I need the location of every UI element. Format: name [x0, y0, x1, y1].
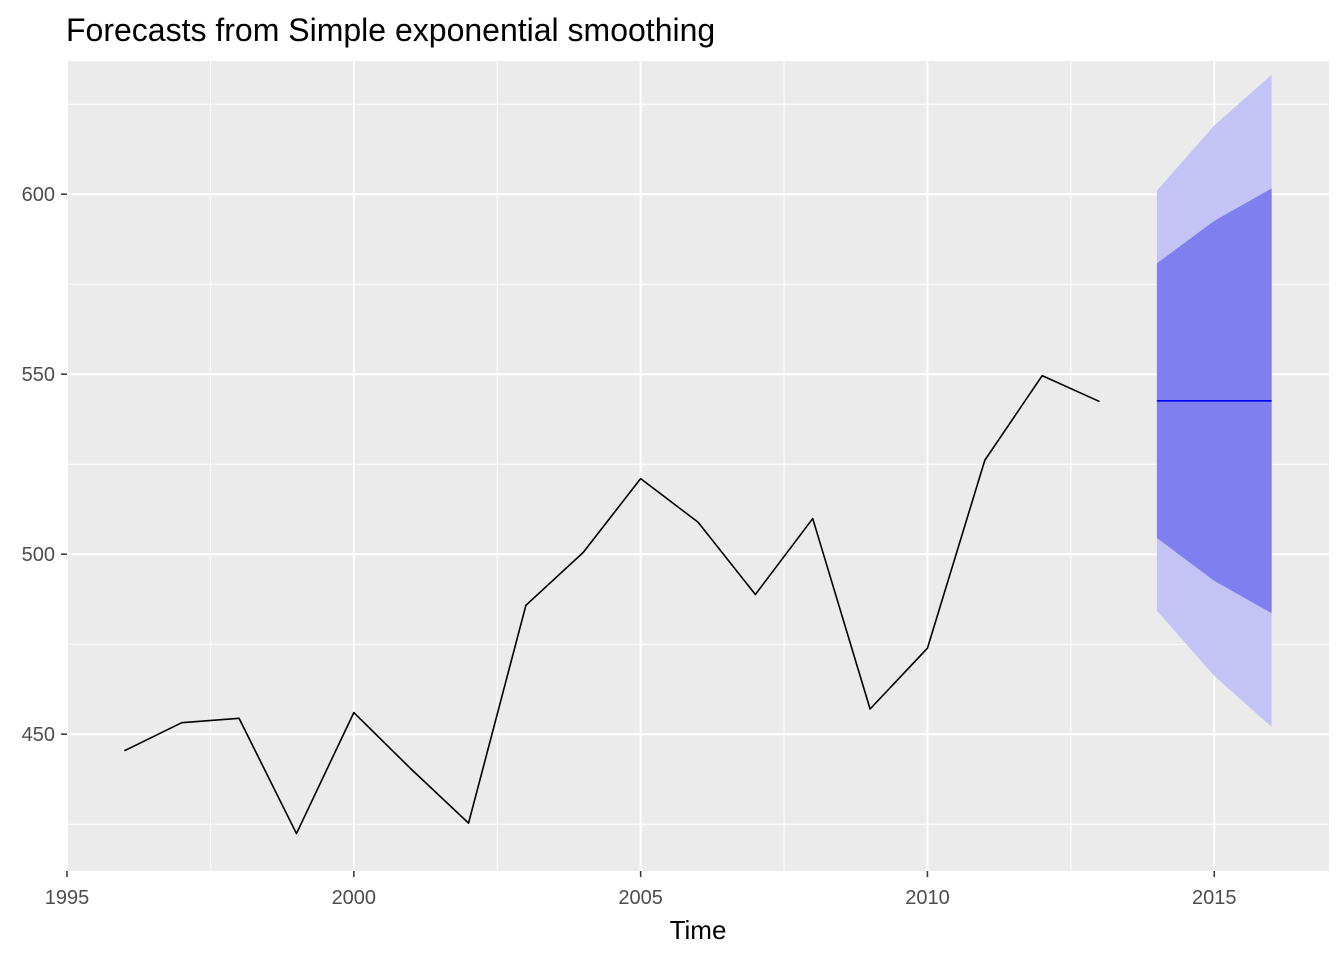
- y-tick-label: 450: [22, 724, 55, 746]
- chart-title: Forecasts from Simple exponential smooth…: [66, 12, 715, 48]
- y-tick-label: 550: [22, 364, 55, 386]
- plot-panel: [67, 61, 1329, 871]
- x-tick-label: 2010: [905, 887, 950, 909]
- x-tick-label: 2005: [618, 887, 663, 909]
- x-tick-label: 2000: [332, 887, 377, 909]
- historical-series-line: [124, 374, 1100, 835]
- y-tick-label: 500: [22, 544, 55, 566]
- x-tick-label: 2015: [1192, 887, 1237, 909]
- x-axis: 1995 2000 2005 2010 2015: [45, 871, 1237, 909]
- y-axis: 450 500 550 600: [22, 184, 67, 746]
- x-axis-title: Time: [670, 915, 727, 945]
- x-tick-label: 1995: [45, 887, 90, 909]
- y-tick-label: 600: [22, 184, 55, 206]
- minor-gridlines: [67, 61, 1329, 871]
- series-lines: [124, 374, 1272, 835]
